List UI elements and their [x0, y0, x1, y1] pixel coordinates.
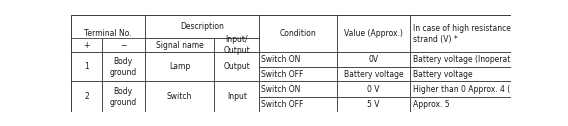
Text: −: − [120, 41, 127, 50]
Bar [71, 81, 102, 112]
Text: Approx. 5: Approx. 5 [413, 100, 450, 109]
Bar [411, 81, 511, 97]
Text: Signal name: Signal name [156, 41, 203, 50]
Bar [145, 15, 260, 38]
Bar [411, 15, 511, 52]
Text: Output: Output [223, 62, 250, 71]
Text: Body
ground: Body ground [110, 87, 137, 107]
Bar [337, 81, 411, 97]
Text: 0V: 0V [369, 55, 379, 64]
Text: In case of high resistance such as single
strand (V) *: In case of high resistance such as singl… [413, 24, 567, 44]
Bar [337, 52, 411, 67]
Text: Battery voltage: Battery voltage [344, 70, 403, 78]
Text: Battery voltage: Battery voltage [413, 70, 473, 78]
Text: Higher than 0 Approx. 4 (Example): Higher than 0 Approx. 4 (Example) [413, 85, 546, 93]
Bar [102, 52, 145, 81]
Bar [260, 67, 337, 81]
Bar [102, 81, 145, 112]
Bar [102, 38, 145, 52]
Text: Battery voltage (Inoperative lamp): Battery voltage (Inoperative lamp) [413, 55, 546, 64]
Bar [214, 81, 260, 112]
Bar [260, 52, 337, 67]
Bar [337, 97, 411, 112]
Text: Condition: Condition [279, 29, 316, 38]
Text: Input: Input [227, 92, 247, 101]
Bar [411, 52, 511, 67]
Bar [71, 38, 102, 52]
Bar [214, 52, 260, 81]
Bar [337, 15, 411, 52]
Bar [71, 15, 145, 52]
Bar [260, 81, 337, 97]
Text: Input/
Output: Input/ Output [223, 35, 250, 55]
Text: +: + [83, 41, 90, 50]
Bar [214, 38, 260, 52]
Text: Description: Description [180, 22, 224, 31]
Text: Switch OFF: Switch OFF [261, 70, 303, 78]
Bar [337, 67, 411, 81]
Text: Switch OFF: Switch OFF [261, 100, 303, 109]
Text: Value (Approx.): Value (Approx.) [344, 29, 403, 38]
Text: Lamp: Lamp [169, 62, 190, 71]
Bar [145, 81, 214, 112]
Text: 0 V: 0 V [367, 85, 380, 93]
Bar [260, 15, 337, 52]
Text: 5 V: 5 V [367, 100, 380, 109]
Text: Switch ON: Switch ON [261, 85, 300, 93]
Bar [145, 52, 214, 81]
Text: Body
ground: Body ground [110, 57, 137, 77]
Text: Switch: Switch [167, 92, 192, 101]
Text: Switch ON: Switch ON [261, 55, 300, 64]
Bar [411, 97, 511, 112]
Text: 2: 2 [84, 92, 89, 101]
Text: 1: 1 [84, 62, 89, 71]
Bar [145, 38, 214, 52]
Bar [411, 67, 511, 81]
Bar [71, 52, 102, 81]
Bar [260, 97, 337, 112]
Text: Terminal No.: Terminal No. [84, 29, 132, 38]
